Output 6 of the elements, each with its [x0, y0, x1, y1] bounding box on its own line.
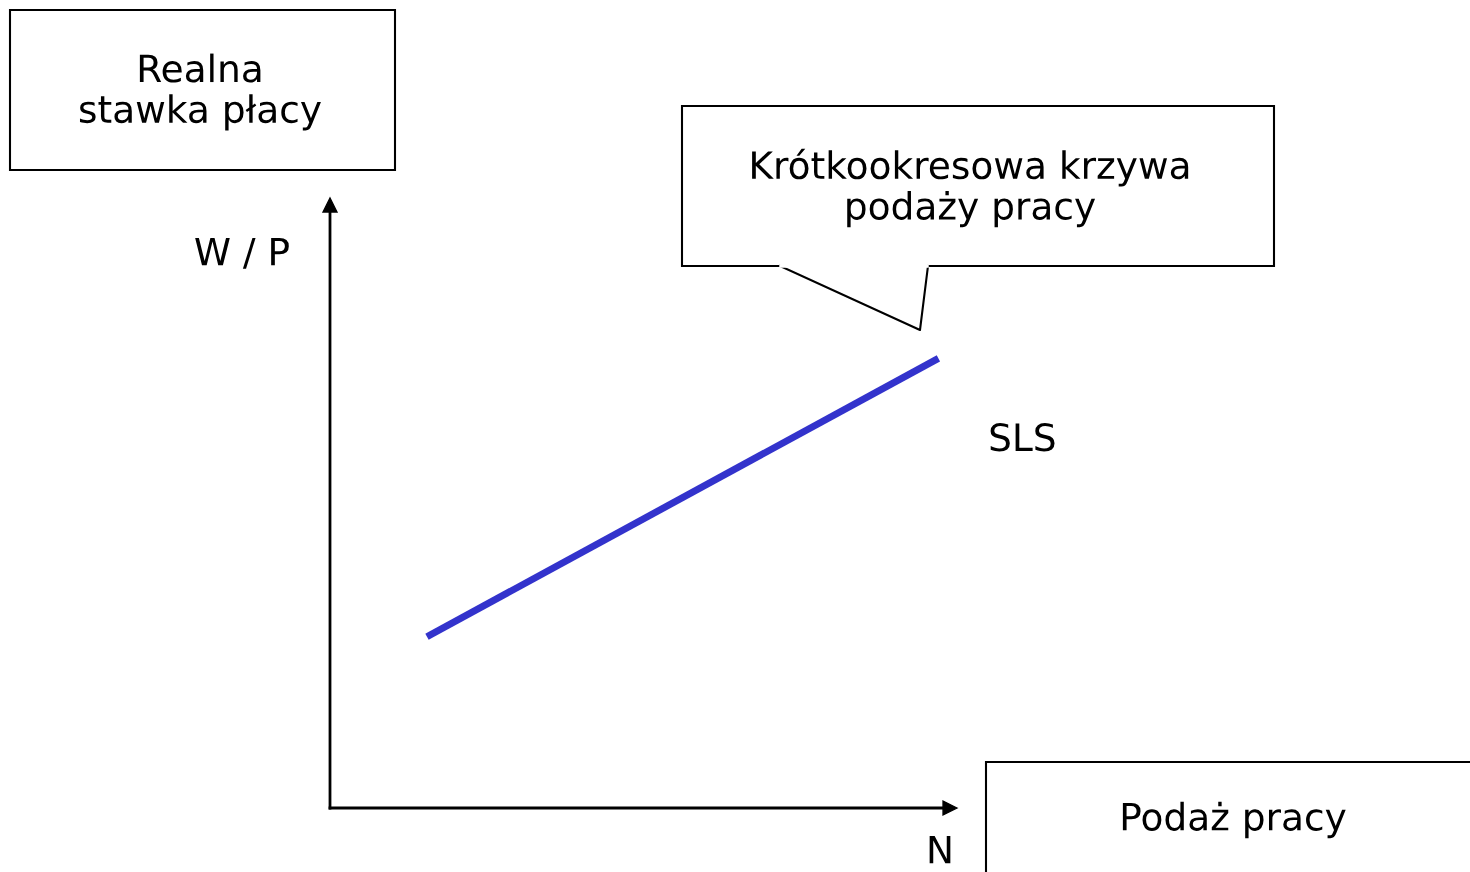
- y-axis-title: W / P: [195, 238, 289, 269]
- text: SLS: [990, 423, 1055, 452]
- x-axis-title: N: [929, 836, 951, 864]
- text: Krótkookresowa krzywa podaży pracy: [752, 148, 1189, 228]
- text: Realna stawka płacy: [79, 53, 321, 131]
- text: Podaż pracy: [1122, 801, 1346, 839]
